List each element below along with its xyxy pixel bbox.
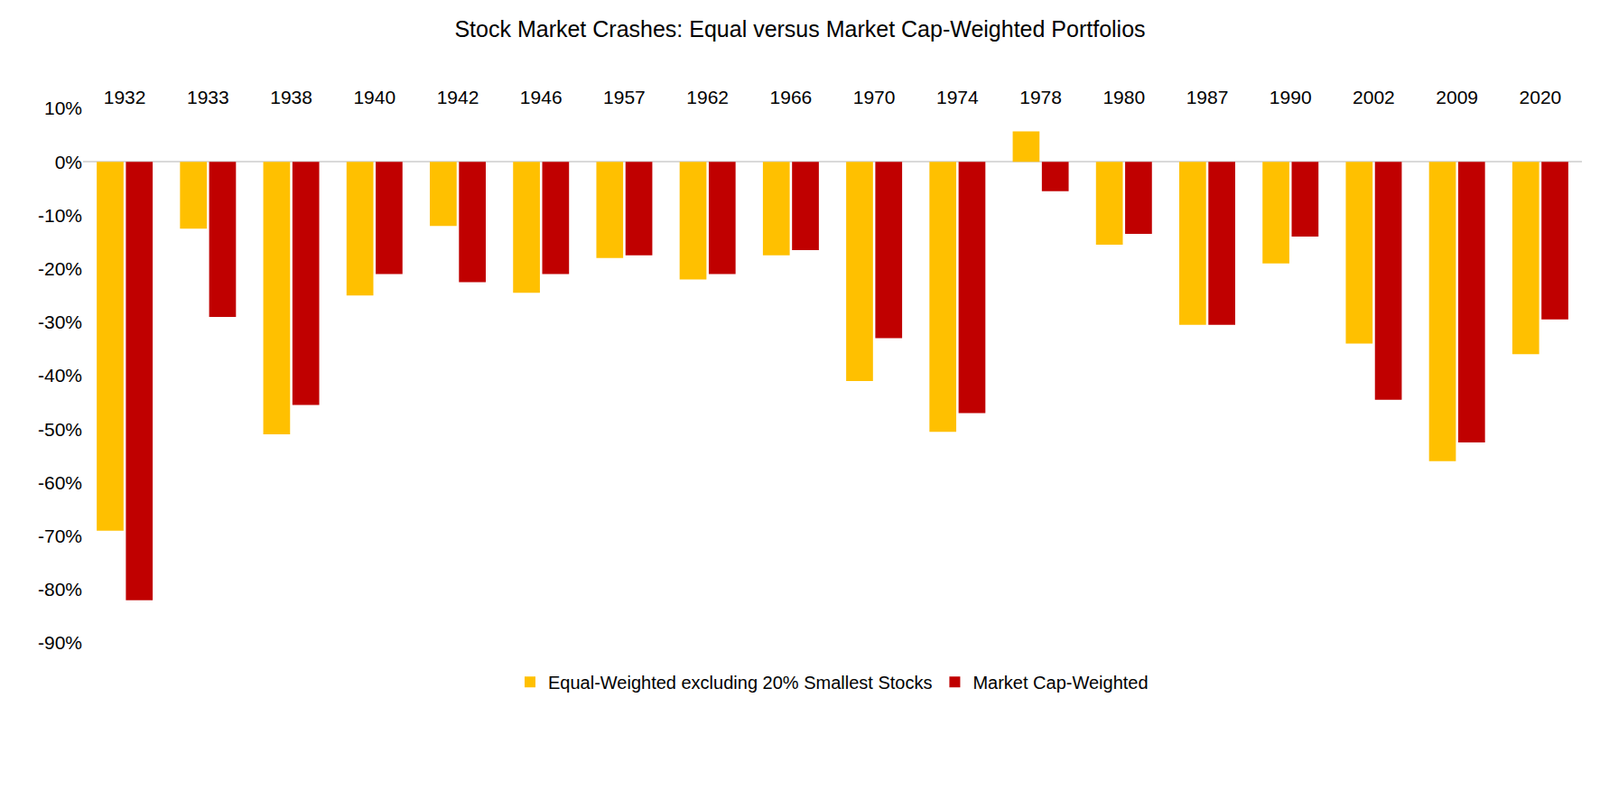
svg-text:1980: 1980: [1102, 86, 1145, 108]
svg-text:1970: 1970: [853, 86, 896, 108]
svg-text:-80%: -80%: [37, 578, 83, 600]
svg-text:-20%: -20%: [37, 258, 83, 280]
svg-text:-90%: -90%: [37, 632, 83, 653]
svg-text:1974: 1974: [936, 86, 979, 108]
svg-text:1946: 1946: [520, 86, 563, 108]
svg-text:1978: 1978: [1019, 86, 1062, 108]
svg-text:2009: 2009: [1435, 86, 1479, 108]
svg-text:1957: 1957: [603, 86, 646, 108]
svg-text:1942: 1942: [437, 86, 480, 108]
svg-text:-50%: -50%: [37, 418, 83, 440]
svg-text:-10%: -10%: [37, 204, 83, 226]
svg-text:1987: 1987: [1186, 86, 1229, 108]
svg-text:-70%: -70%: [37, 525, 83, 547]
svg-text:2002: 2002: [1352, 86, 1396, 108]
svg-text:Equal-Weighted excluding 20% S: Equal-Weighted excluding 20% Smallest St…: [548, 672, 932, 693]
svg-text:1933: 1933: [186, 86, 230, 108]
svg-text:1938: 1938: [269, 86, 313, 108]
svg-text:-60%: -60%: [37, 472, 83, 494]
svg-text:Market Cap-Weighted: Market Cap-Weighted: [972, 672, 1148, 693]
svg-text:1966: 1966: [770, 86, 813, 108]
svg-text:Stock Market Crashes: Equal ve: Stock Market Crashes: Equal versus Marke…: [454, 16, 1145, 42]
svg-text:-40%: -40%: [37, 364, 83, 386]
svg-text:1990: 1990: [1269, 86, 1312, 108]
svg-text:0%: 0%: [55, 151, 83, 173]
svg-text:1940: 1940: [353, 86, 396, 108]
svg-text:1962: 1962: [686, 86, 729, 108]
svg-text:1932: 1932: [103, 86, 147, 108]
svg-text:10%: 10%: [44, 97, 83, 119]
svg-text:2020: 2020: [1519, 86, 1563, 108]
svg-text:-30%: -30%: [37, 311, 83, 333]
